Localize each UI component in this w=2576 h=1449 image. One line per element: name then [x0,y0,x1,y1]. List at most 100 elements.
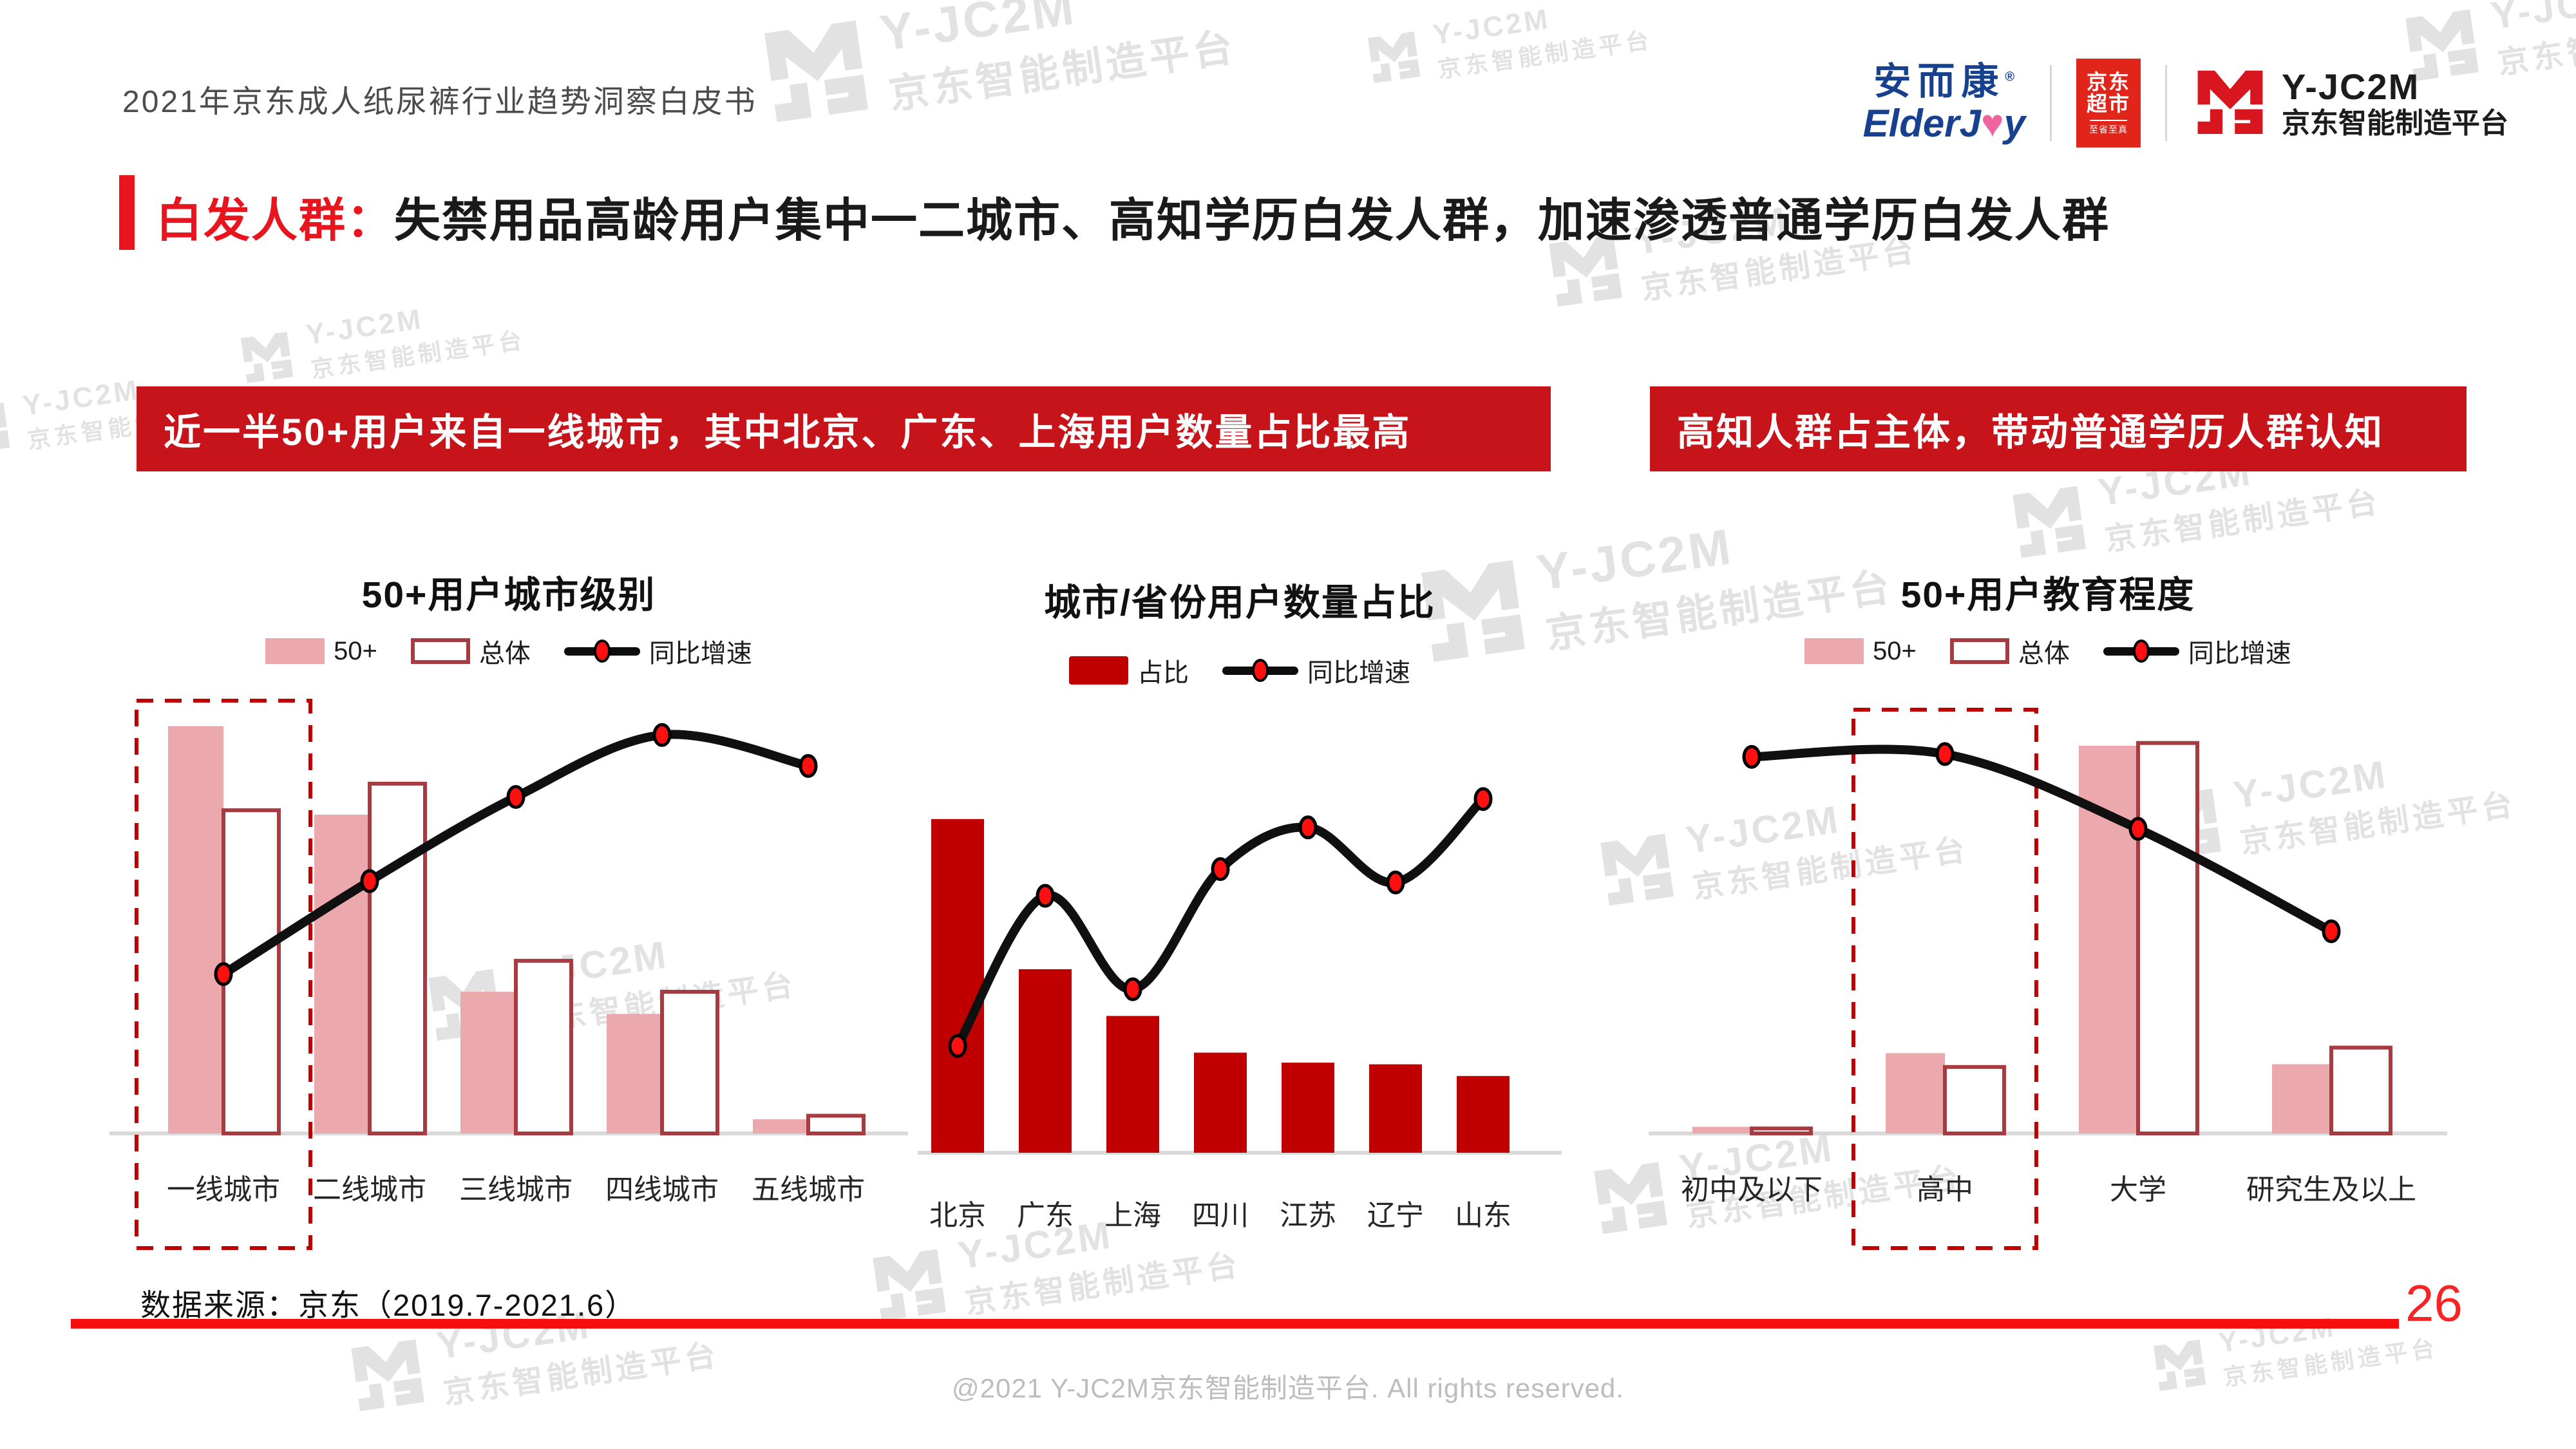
bar-50+-一线城市 [168,726,223,1133]
yjc2m-mark-icon [240,332,294,384]
growth-point-高中 [1935,742,1955,766]
jd-logo-rule [2090,120,2127,122]
bar-占比-山东 [1457,1075,1510,1153]
x-label-初中及以下: 初中及以下 [1681,1174,1823,1206]
x-label-五线城市: 五线城市 [752,1174,865,1206]
page-title-highlight: 白发人群： [156,195,395,247]
elderjoy-en: ElderJ♥y [1862,102,2025,145]
x-label-四川: 四川 [1192,1200,1249,1231]
growth-point-大学 [2128,817,2148,841]
growth-point-四川 [1211,857,1230,882]
yjc2m-mark-icon [0,402,10,451]
page-number: 26 [2405,1274,2463,1332]
elderjoy-cn: 安而康 [1873,61,2005,102]
x-label-江苏: 江苏 [1280,1200,1336,1231]
bar-总体-大学 [2136,741,2199,1135]
legend-label-share: 占比 [1137,659,1189,687]
bar-50+-五线城市 [753,1119,808,1133]
bar-50+-三线城市 [460,992,516,1133]
growth-point-二线城市 [360,869,379,893]
banner-city-insight: 近一半50+用户来自一线城市，其中北京、广东、上海用户数量占比最高 [137,386,1551,471]
yjc2m-subtitle: 京东智能制造平台 [2282,107,2508,139]
page-title: 白发人群：失禁用品高龄用户集中一二城市、高知学历白发人群，加速渗透普通学历白发人… [156,182,2110,250]
bar-50+-研究生及以上 [2272,1064,2331,1133]
bar-50+-四线城市 [607,1014,662,1133]
bar-总体-五线城市 [806,1113,866,1135]
yjc2m-mark-icon [1367,32,1421,84]
legend-label-50plus: 50+ [1873,636,1917,665]
title-accent-bar [119,175,135,250]
bar-占比-广东 [1019,969,1072,1153]
legend-swatch-total [410,638,470,664]
legend-education: 50+ 总体 同比增速 [1649,632,2447,670]
yjc2m-logo: Y-JC2M 京东智能制造平台 [2192,64,2508,142]
watermark-line1: Y-JC2M [304,303,426,351]
growth-point-辽宁 [1386,870,1405,895]
watermark: Y-JC2M 京东智能制造平台 [1362,0,1654,94]
bar-50+-初中及以下 [1692,1126,1752,1133]
bar-占比-北京 [931,819,984,1153]
legend-label-50plus: 50+ [334,636,377,665]
bar-50+-二线城市 [314,815,370,1133]
watermark-line1: Y-JC2M [1431,3,1553,51]
x-label-研究生及以上: 研究生及以上 [2246,1174,2416,1206]
x-label-四线城市: 四线城市 [605,1174,719,1206]
banner-education-insight: 高知人群占主体，带动普通学历人群认知 [1650,386,2467,471]
watermark-line2: 京东智能制造平台 [2103,484,2383,558]
bar-占比-上海 [1106,1016,1159,1153]
legend-label-total: 总体 [2018,639,2070,668]
legend-swatch-total [1949,638,2009,664]
legend-province: 占比 同比增速 [918,652,1562,689]
legend-swatch-growth [2103,637,2179,665]
x-label-二线城市: 二线城市 [313,1174,426,1206]
registered-mark-icon: ® [2005,70,2015,84]
chart-education: 初中及以下 高中 大学 研究生及以上 [1649,708,2447,1250]
growth-line [1747,744,2336,936]
footer-rule [71,1319,2399,1329]
growth-point-四线城市 [652,723,672,747]
bar-总体-研究生及以上 [2329,1045,2392,1136]
data-source: 数据来源：京东（2019.7-2021.6） [140,1288,637,1322]
document-title: 2021年京东成人纸尿裤行业趋势洞察白皮书 [122,85,757,119]
bar-总体-三线城市 [514,958,573,1135]
legend-label-growth: 同比增速 [649,639,752,668]
legend-swatch-growth [1222,656,1298,685]
legend-label-growth: 同比增速 [2188,639,2291,668]
legend-swatch-share [1069,656,1128,685]
bar-占比-江苏 [1282,1063,1334,1153]
x-label-山东: 山东 [1455,1200,1511,1231]
jd-supermarket-logo: 京东 超市 至省至真 [2076,59,2141,147]
x-label-北京: 北京 [929,1200,986,1231]
watermark-line1: Y-JC2M [876,0,1080,62]
growth-point-上海 [1123,977,1142,1001]
growth-point-初中及以下 [1742,744,1761,769]
chart-city-tier: 一线城市 二线城市 三线城市 四线城市 五线城市 [109,699,908,1250]
legend-swatch-50plus [1804,638,1864,664]
legend-swatch-growth [564,637,640,665]
x-label-三线城市: 三线城市 [459,1174,573,1206]
bar-总体-初中及以下 [1750,1126,1813,1136]
x-label-高中: 高中 [1917,1174,1973,1206]
x-label-辽宁: 辽宁 [1367,1200,1424,1231]
watermark-line2: 京东智能制造平台 [309,327,527,383]
growth-point-三线城市 [506,785,526,809]
yjc2m-mark-icon [764,20,868,122]
highlight-box [1852,708,2038,1250]
heart-icon: ♥ [1981,102,2004,145]
watermark-line1: Y-JC2M [2488,0,2576,38]
bar-50+-高中 [1886,1053,1945,1133]
growth-point-五线城市 [799,753,818,778]
growth-point-江苏 [1298,815,1318,840]
logo-divider [2050,65,2052,141]
yjc2m-mark-icon [2197,70,2263,134]
legend-label-total: 总体 [478,639,531,668]
watermark: Y-JC2M 京东智能制造平台 [754,0,1240,137]
legend-label-growth: 同比增速 [1307,659,1410,687]
watermark-line2: 京东智能制造平台 [1436,26,1654,83]
x-label-一线城市: 一线城市 [167,1174,280,1206]
legend-city-tier: 50+ 总体 同比增速 [109,632,908,670]
watermark-line2: 京东智能制造平台 [886,24,1240,118]
bar-总体-高中 [1943,1065,2006,1135]
x-label-大学: 大学 [2110,1174,2166,1206]
